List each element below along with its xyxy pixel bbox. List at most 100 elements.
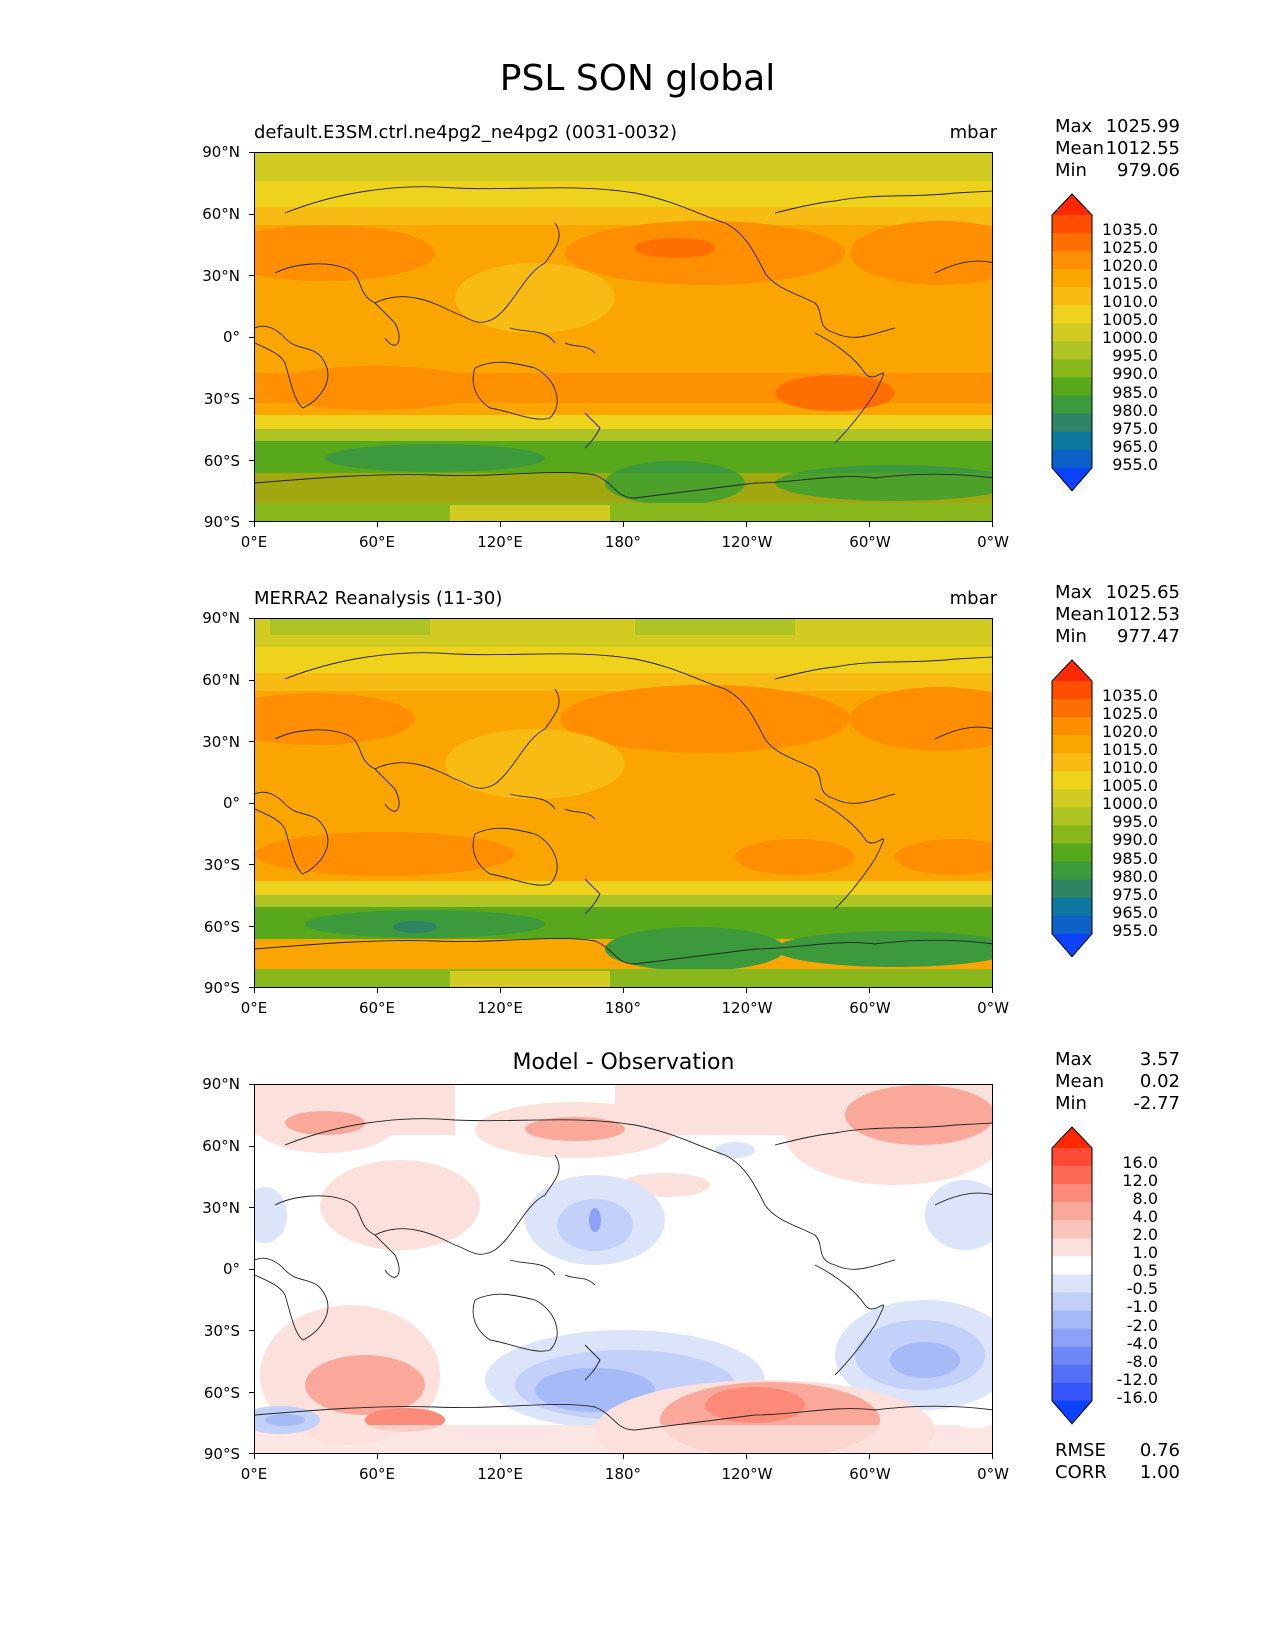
lon-tick bbox=[377, 522, 378, 527]
stat-value: 1012.55 bbox=[1105, 138, 1180, 159]
lat-tick bbox=[249, 864, 254, 865]
figure-title: PSL SON global bbox=[499, 58, 776, 99]
panel-obs-lat-label: 30°N bbox=[202, 733, 240, 751]
panel-model-lat-label: 60°N bbox=[202, 205, 240, 223]
stat-label: Mean bbox=[1055, 1071, 1105, 1092]
corr-label: CORR bbox=[1055, 1462, 1107, 1483]
panel-model-lon-label: 180° bbox=[604, 533, 642, 551]
colorbar-extend-top bbox=[1052, 194, 1092, 215]
colorbar-segment bbox=[1052, 233, 1092, 252]
panel-obs-lon-label: 0°W bbox=[977, 999, 1009, 1017]
lat-tick bbox=[249, 1207, 254, 1208]
colorbar-tick-label: 975.0 bbox=[1112, 418, 1158, 438]
colorbar-tick-label: 12.0 bbox=[1122, 1171, 1158, 1191]
lon-tick bbox=[746, 1454, 747, 1459]
colorbar-segment bbox=[1052, 825, 1092, 845]
colorbar-extend-bottom bbox=[1052, 1400, 1092, 1424]
lat-tick bbox=[249, 214, 254, 215]
colorbar-tick-label: 995.0 bbox=[1112, 346, 1158, 366]
panel-diff-lon-label: 60°W bbox=[849, 1465, 891, 1483]
lon-tick bbox=[254, 988, 255, 993]
colorbar-tick-label: 965.0 bbox=[1112, 436, 1158, 456]
lon-tick bbox=[500, 522, 501, 527]
lat-tick bbox=[249, 460, 254, 461]
colorbar-segment bbox=[1052, 269, 1092, 288]
stat-value: 1025.65 bbox=[1105, 582, 1180, 603]
panel-obs-lat-label: 0° bbox=[222, 794, 240, 812]
colorbar-segment bbox=[1052, 681, 1092, 700]
panel-diff-lon-label: 180° bbox=[604, 1465, 642, 1483]
lon-tick bbox=[992, 522, 993, 527]
colorbar-tick-label: 1020.0 bbox=[1102, 722, 1158, 742]
colorbar-segment bbox=[1052, 789, 1092, 808]
lat-tick bbox=[249, 1269, 254, 1270]
colorbar-tick-label: 16.0 bbox=[1122, 1153, 1158, 1173]
colorbar-tick-label: 1025.0 bbox=[1102, 238, 1158, 258]
panel-obs-lon-label: 0°E bbox=[240, 999, 268, 1017]
panel-diff-lon-label: 0°W bbox=[977, 1465, 1009, 1483]
model-psl-map bbox=[254, 152, 993, 522]
lon-tick bbox=[500, 988, 501, 993]
panel-diff-lat-label: 30°N bbox=[202, 1199, 240, 1217]
colorbar-tick-label: 1005.0 bbox=[1102, 776, 1158, 796]
rmse-label: RMSE bbox=[1055, 1440, 1106, 1461]
panel-obs-units: mbar bbox=[949, 588, 997, 609]
colorbar-svg bbox=[1051, 1126, 1093, 1425]
colorbar-tick-label: 1000.0 bbox=[1102, 328, 1158, 348]
panel-diff-lon-label: 60°E bbox=[358, 1465, 396, 1483]
obs-colorbar bbox=[1051, 659, 1093, 958]
panel-model-lon-label: 120°W bbox=[721, 533, 773, 551]
colorbar-tick-label: 1.0 bbox=[1132, 1243, 1158, 1263]
colorbar-outline bbox=[1051, 659, 1093, 958]
lat-tick bbox=[249, 741, 254, 742]
colorbar-tick-label: 980.0 bbox=[1112, 866, 1158, 886]
stat-value: 977.47 bbox=[1117, 626, 1180, 647]
lon-tick bbox=[623, 522, 624, 527]
panel-diff-lat-label: 60°S bbox=[203, 1384, 240, 1402]
lon-tick bbox=[623, 988, 624, 993]
lon-tick bbox=[254, 522, 255, 527]
lon-tick bbox=[992, 1454, 993, 1459]
lon-tick bbox=[869, 1454, 870, 1459]
lat-tick bbox=[249, 1146, 254, 1147]
colorbar-segment bbox=[1052, 843, 1092, 863]
colorbar-svg bbox=[1051, 659, 1093, 958]
colorbar-tick-label: 1020.0 bbox=[1102, 256, 1158, 276]
panel-model-lat-label: 30°N bbox=[202, 267, 240, 285]
obs-psl-map bbox=[254, 618, 993, 988]
stat-value: 979.06 bbox=[1117, 160, 1180, 181]
diff-psl-contours bbox=[255, 1085, 992, 1453]
panel-model-title: default.E3SM.ctrl.ne4pg2_ne4pg2 (0031-00… bbox=[254, 122, 677, 143]
colorbar-tick-label: 1015.0 bbox=[1102, 740, 1158, 760]
colorbar-segment bbox=[1052, 717, 1092, 736]
lat-tick bbox=[249, 521, 254, 522]
colorbar-outline bbox=[1051, 1126, 1093, 1425]
stat-label: Max bbox=[1055, 1049, 1093, 1070]
colorbar-tick-label: 955.0 bbox=[1112, 454, 1158, 474]
colorbar-segment bbox=[1052, 1256, 1092, 1275]
colorbar-tick-label: 980.0 bbox=[1112, 400, 1158, 420]
colorbar-tick-label: 1035.0 bbox=[1102, 220, 1158, 240]
stat-label: Min bbox=[1055, 160, 1087, 181]
colorbar-tick-label: 1035.0 bbox=[1102, 686, 1158, 706]
lon-tick bbox=[869, 988, 870, 993]
panel-diff-lat-label: 90°N bbox=[202, 1075, 240, 1093]
lat-tick bbox=[249, 1084, 254, 1085]
panel-diff-lat-label: 60°N bbox=[202, 1137, 240, 1155]
lat-tick bbox=[249, 987, 254, 988]
panel-diff-lon-label: 120°W bbox=[721, 1465, 773, 1483]
panel-obs-lat-label: 90°S bbox=[203, 979, 240, 997]
colorbar-tick-label: 965.0 bbox=[1112, 902, 1158, 922]
colorbar-segment bbox=[1052, 753, 1092, 772]
corr-value: 1.00 bbox=[1139, 1462, 1180, 1483]
colorbar-segment bbox=[1052, 897, 1092, 917]
panel-obs-lon-label: 120°E bbox=[477, 999, 523, 1017]
panel-model-lon-label: 0°E bbox=[240, 533, 268, 551]
colorbar-segment bbox=[1052, 1346, 1092, 1366]
colorbar-tick-label: 985.0 bbox=[1112, 382, 1158, 402]
colorbar-segment bbox=[1052, 771, 1092, 790]
stat-value: -2.77 bbox=[1133, 1093, 1180, 1114]
panel-obs-lon-label: 60°W bbox=[849, 999, 891, 1017]
colorbar-tick-label: 1010.0 bbox=[1102, 758, 1158, 778]
lon-tick bbox=[623, 1454, 624, 1459]
